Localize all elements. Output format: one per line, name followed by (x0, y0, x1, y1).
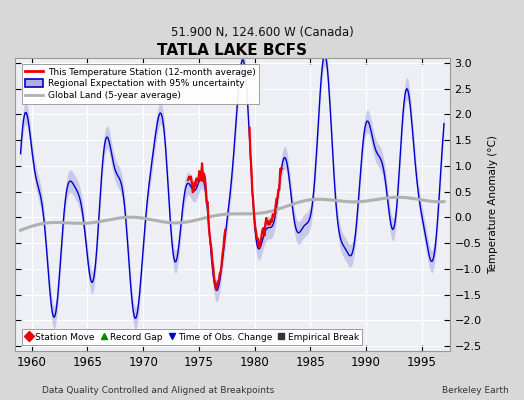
Y-axis label: Temperature Anomaly (°C): Temperature Anomaly (°C) (488, 135, 498, 274)
Text: Data Quality Controlled and Aligned at Breakpoints: Data Quality Controlled and Aligned at B… (42, 386, 274, 395)
Text: 51.900 N, 124.600 W (Canada): 51.900 N, 124.600 W (Canada) (171, 26, 353, 39)
Title: TATLA LAKE BCFS: TATLA LAKE BCFS (157, 43, 307, 58)
Legend: Station Move, Record Gap, Time of Obs. Change, Empirical Break: Station Move, Record Gap, Time of Obs. C… (21, 329, 363, 345)
Text: Berkeley Earth: Berkeley Earth (442, 386, 508, 395)
